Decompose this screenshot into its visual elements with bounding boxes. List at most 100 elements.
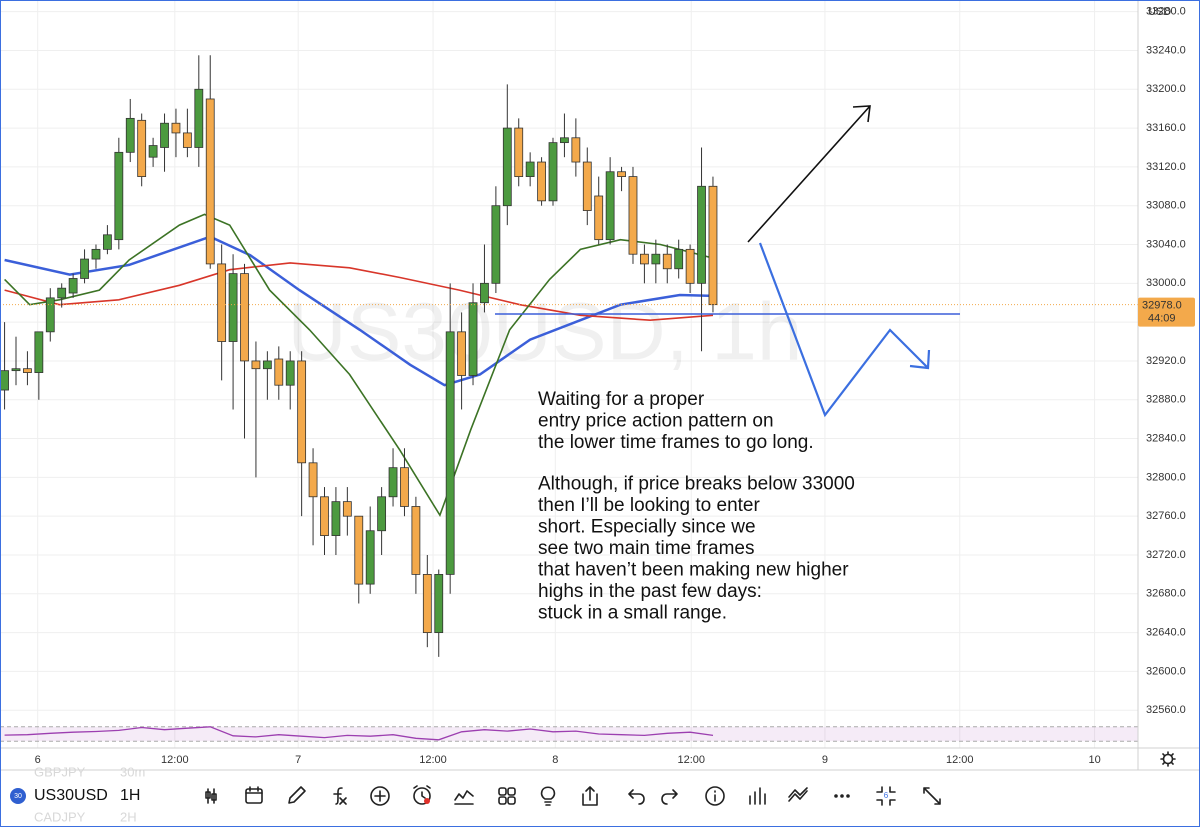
- annotation-line: Waiting for a proper: [538, 389, 705, 410]
- last-price-box: [1138, 297, 1195, 327]
- candle-body: [308, 462, 318, 498]
- candle-body: [297, 360, 307, 464]
- ghost-interval: 2H: [120, 809, 137, 824]
- object-count: 6: [884, 791, 889, 800]
- annotation-line: that haven’t been making new higher: [538, 560, 849, 581]
- candle-body: [274, 358, 284, 386]
- candle-body: [457, 331, 466, 376]
- ma-line: [4, 262, 714, 322]
- candle-body: [34, 331, 44, 373]
- symbol-logo-text: 30: [14, 793, 22, 800]
- candle-body: [240, 273, 249, 362]
- x-tick-label: 12:00: [419, 754, 447, 766]
- candle-body: [11, 368, 21, 372]
- draw-button[interactable]: [288, 786, 306, 804]
- candle-body: [137, 119, 147, 177]
- candle-body: [251, 360, 261, 370]
- ghost-symbol: GBPJPY: [34, 764, 86, 779]
- info-button[interactable]: [705, 786, 725, 806]
- candle-body: [103, 234, 112, 250]
- fullscreen-button[interactable]: [923, 787, 941, 805]
- candle-body: [171, 122, 181, 134]
- ma-line: [4, 235, 714, 387]
- candle-body: [662, 253, 672, 270]
- interval[interactable]: 1H: [120, 787, 140, 804]
- compare-button[interactable]: [245, 786, 263, 804]
- candle-body: [571, 137, 581, 163]
- x-tick-label: 12:00: [161, 754, 189, 766]
- candle-body: [194, 88, 204, 148]
- candle-body: [148, 145, 158, 158]
- y-tick-label: 32920.0: [1146, 355, 1186, 367]
- candle-body: [434, 574, 444, 634]
- financials-button[interactable]: [749, 787, 766, 805]
- candle-body: [354, 515, 364, 585]
- redo-button[interactable]: [661, 789, 678, 805]
- strategy-button[interactable]: [788, 787, 808, 802]
- ghost-symbol: CADJPY: [34, 809, 86, 824]
- candle-body: [45, 297, 55, 333]
- collapse-button[interactable]: 6: [876, 786, 896, 806]
- x-tick-label: 8: [552, 754, 558, 766]
- annotation-line: entry price action pattern on: [538, 411, 774, 432]
- y-tick-label: 33240.0: [1146, 44, 1186, 56]
- candle-body: [400, 467, 409, 507]
- y-tick-label: 33080.0: [1146, 200, 1186, 212]
- symbol[interactable]: US30USD: [34, 787, 108, 804]
- ideas-button[interactable]: [540, 786, 556, 806]
- candle-body: [560, 137, 569, 144]
- last-price-label: 32978.0: [1142, 300, 1182, 312]
- candle-body: [537, 161, 546, 202]
- candle-body: [285, 360, 295, 386]
- y-tick-label: 33280.0: [1146, 6, 1186, 18]
- candle-body: [422, 574, 432, 634]
- y-tick-label: 33000.0: [1146, 277, 1186, 289]
- share-button[interactable]: [582, 786, 598, 806]
- annotation-line: Although, if price breaks below 33000: [538, 474, 855, 495]
- candle-body: [160, 122, 169, 148]
- y-tick-label: 32640.0: [1146, 627, 1186, 639]
- symbol-logo: [10, 788, 26, 804]
- x-tick-label: 7: [295, 754, 301, 766]
- candle-body: [480, 282, 489, 304]
- currency: USD: [1148, 6, 1171, 18]
- candle-body: [205, 98, 215, 265]
- candle-body: [182, 132, 192, 148]
- indicators-button[interactable]: [333, 787, 347, 805]
- candle-body: [674, 248, 684, 270]
- long-arrow: [747, 105, 871, 243]
- drawings: [495, 105, 960, 418]
- y-tick-label: 32760.0: [1146, 510, 1186, 522]
- candle-body: [23, 368, 32, 373]
- candle-body: [125, 117, 135, 153]
- candle-body: [594, 195, 604, 241]
- replay-button[interactable]: [454, 790, 474, 805]
- x-tick-label: 10: [1088, 754, 1100, 766]
- layout-button[interactable]: [498, 787, 516, 805]
- annotation-line: see two main time frames: [538, 538, 754, 559]
- candle-body: [491, 205, 501, 284]
- candle-body: [628, 176, 638, 255]
- candle-body: [342, 501, 352, 517]
- candle-body: [651, 253, 661, 265]
- candle-body: [68, 278, 78, 294]
- countdown-label: 44:09: [1148, 313, 1176, 325]
- x-tick-label: 12:00: [946, 754, 974, 766]
- candle-body: [114, 151, 124, 241]
- undo-button[interactable]: [628, 789, 645, 805]
- candle-body: [0, 370, 9, 391]
- y-tick-label: 32600.0: [1146, 665, 1186, 677]
- x-tick-label: 12:00: [677, 754, 705, 766]
- y-tick-label: 33120.0: [1146, 161, 1186, 173]
- candle-body: [320, 496, 329, 536]
- candle-body: [502, 127, 512, 207]
- x-tick-label: 9: [822, 754, 828, 766]
- settings-gear[interactable]: [1160, 751, 1176, 767]
- alert-button[interactable]: [413, 785, 431, 805]
- more-button[interactable]: [834, 794, 850, 798]
- add-button[interactable]: [370, 786, 390, 806]
- annotation-line: short. Especially since we: [538, 517, 756, 538]
- candle-body: [605, 171, 615, 241]
- rsi-line: [4, 726, 714, 741]
- chart-type-button[interactable]: [205, 788, 217, 804]
